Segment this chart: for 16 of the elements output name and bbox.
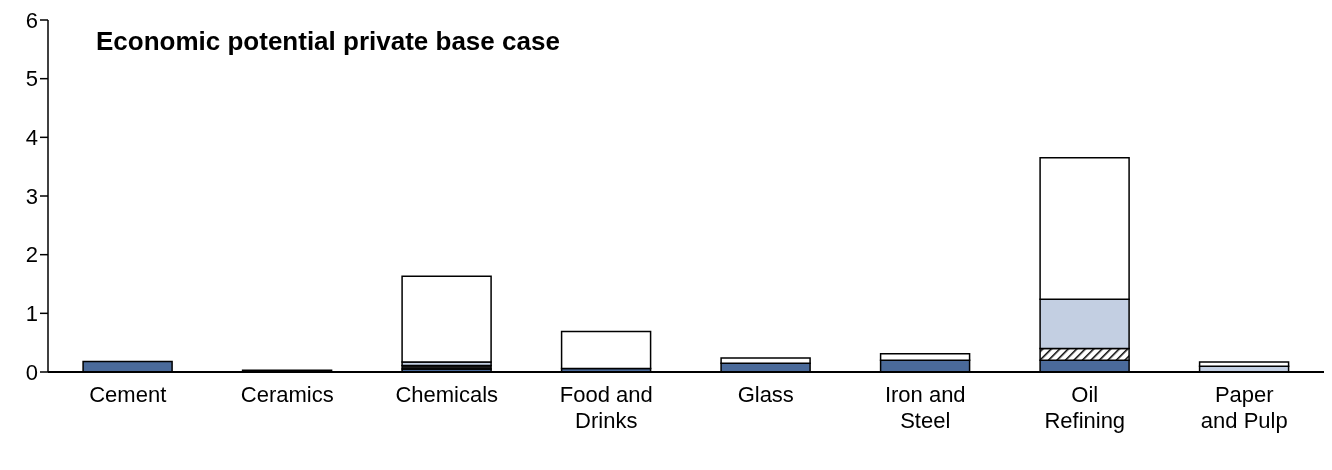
x-tick-label: Food and Drinks bbox=[559, 382, 653, 433]
y-tick-label: 4 bbox=[25, 125, 38, 151]
y-tick-label: 6 bbox=[25, 7, 38, 33]
y-tick-label: 5 bbox=[25, 66, 38, 92]
x-tick-label: Ceramics bbox=[240, 382, 334, 407]
chart-title: Economic potential private base case bbox=[96, 26, 560, 57]
y-tick-label: 1 bbox=[25, 301, 38, 327]
y-tick-label: 3 bbox=[25, 183, 38, 209]
x-tick-label: Oil Refining bbox=[1044, 382, 1126, 433]
x-tick-label: Paper and Pulp bbox=[1200, 382, 1288, 433]
y-tick-label: 2 bbox=[25, 242, 38, 268]
y-tick-label: 0 bbox=[25, 359, 38, 385]
x-tick-label: Chemicals bbox=[395, 382, 499, 407]
x-tick-label: Cement bbox=[89, 382, 167, 407]
x-tick-label: Iron and Steel bbox=[884, 382, 966, 433]
x-tick-label: Glass bbox=[737, 382, 794, 407]
